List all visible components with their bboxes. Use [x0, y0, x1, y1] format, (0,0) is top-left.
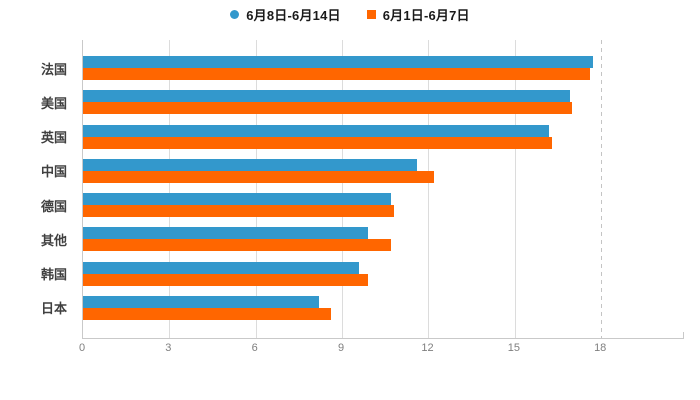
y-axis-label: 德国	[40, 198, 67, 214]
bar	[83, 239, 391, 252]
x-tick-label: 0	[78, 342, 86, 354]
legend-label: 6月1日-6月7日	[382, 8, 470, 23]
y-axis-label: 韩国	[40, 267, 67, 283]
bar-group	[83, 120, 684, 154]
bar-group	[83, 222, 684, 256]
x-tick-label: 15	[507, 342, 520, 354]
bar	[83, 295, 320, 308]
bar	[83, 90, 570, 103]
x-axis-labels: 0 3 6 9 12 15 18	[0, 342, 700, 358]
gridline	[514, 40, 516, 338]
x-tick-label: 12	[421, 342, 434, 354]
y-axis-label: 英国	[40, 130, 67, 146]
legend: 6月8日-6月14日 6月1日-6月7日	[0, 5, 700, 24]
bar-group	[83, 291, 684, 325]
bar	[83, 273, 368, 286]
plot-area	[82, 40, 684, 339]
bar	[83, 102, 573, 115]
legend-item-week2[interactable]: 6月8日-6月14日	[230, 5, 341, 24]
bar	[83, 193, 391, 206]
bars	[83, 40, 684, 338]
legend-label: 6月8日-6月14日	[246, 8, 341, 23]
bar-group	[83, 51, 684, 85]
bar	[83, 307, 331, 320]
gridline	[255, 40, 257, 338]
y-axis-label: 其他	[40, 232, 67, 248]
legend-marker-square-icon	[366, 10, 376, 19]
y-axis-label: 美国	[40, 95, 67, 111]
y-axis-label: 法国	[40, 61, 67, 77]
legend-marker-circle-icon	[230, 10, 240, 19]
gridline	[169, 40, 171, 338]
x-tick-label: 18	[594, 342, 607, 354]
y-axis-label: 中国	[40, 164, 67, 180]
gridline	[428, 40, 430, 338]
bar-group	[83, 85, 684, 119]
legend-item-week1[interactable]: 6月1日-6月7日	[366, 5, 470, 24]
x-tick-label: 3	[165, 342, 172, 354]
bar	[83, 68, 590, 81]
bar-group	[83, 188, 684, 222]
y-axis-label: 日本	[40, 301, 67, 317]
gridline	[342, 40, 344, 338]
bar	[83, 170, 435, 183]
x-axis-end-tick	[683, 332, 684, 338]
bar	[83, 124, 550, 137]
bar	[83, 136, 553, 149]
x-tick-label: 9	[338, 342, 345, 354]
bar-group	[83, 257, 684, 291]
bar	[83, 227, 368, 240]
bar	[83, 261, 360, 274]
bar	[83, 158, 417, 171]
x-tick-label: 6	[251, 342, 258, 354]
bar-group	[83, 154, 684, 188]
y-axis-labels: 法国美国英国中国德国其他韩国日本	[0, 40, 75, 338]
bar	[83, 56, 593, 69]
gridline	[601, 40, 603, 338]
bar	[83, 205, 394, 218]
